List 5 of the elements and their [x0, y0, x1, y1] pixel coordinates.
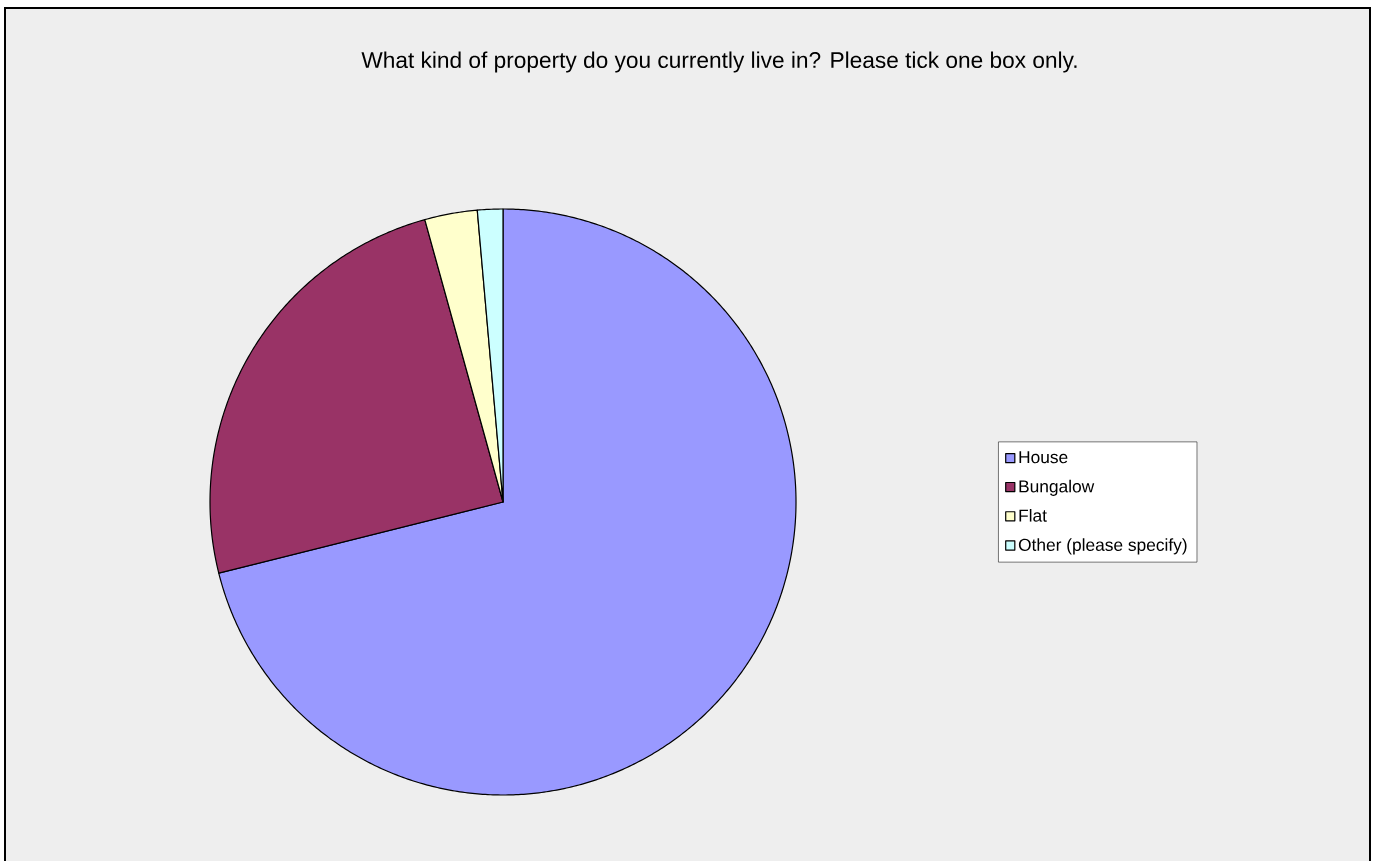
legend-label: Flat: [1019, 509, 1047, 522]
legend-label: Bungalow: [1019, 479, 1095, 496]
legend-label: Other (please specify): [1018, 538, 1187, 555]
legend-label: House: [1019, 451, 1068, 464]
chart-title: What kind of property do you currently live in? Please tick one box only.: [361, 51, 1077, 73]
